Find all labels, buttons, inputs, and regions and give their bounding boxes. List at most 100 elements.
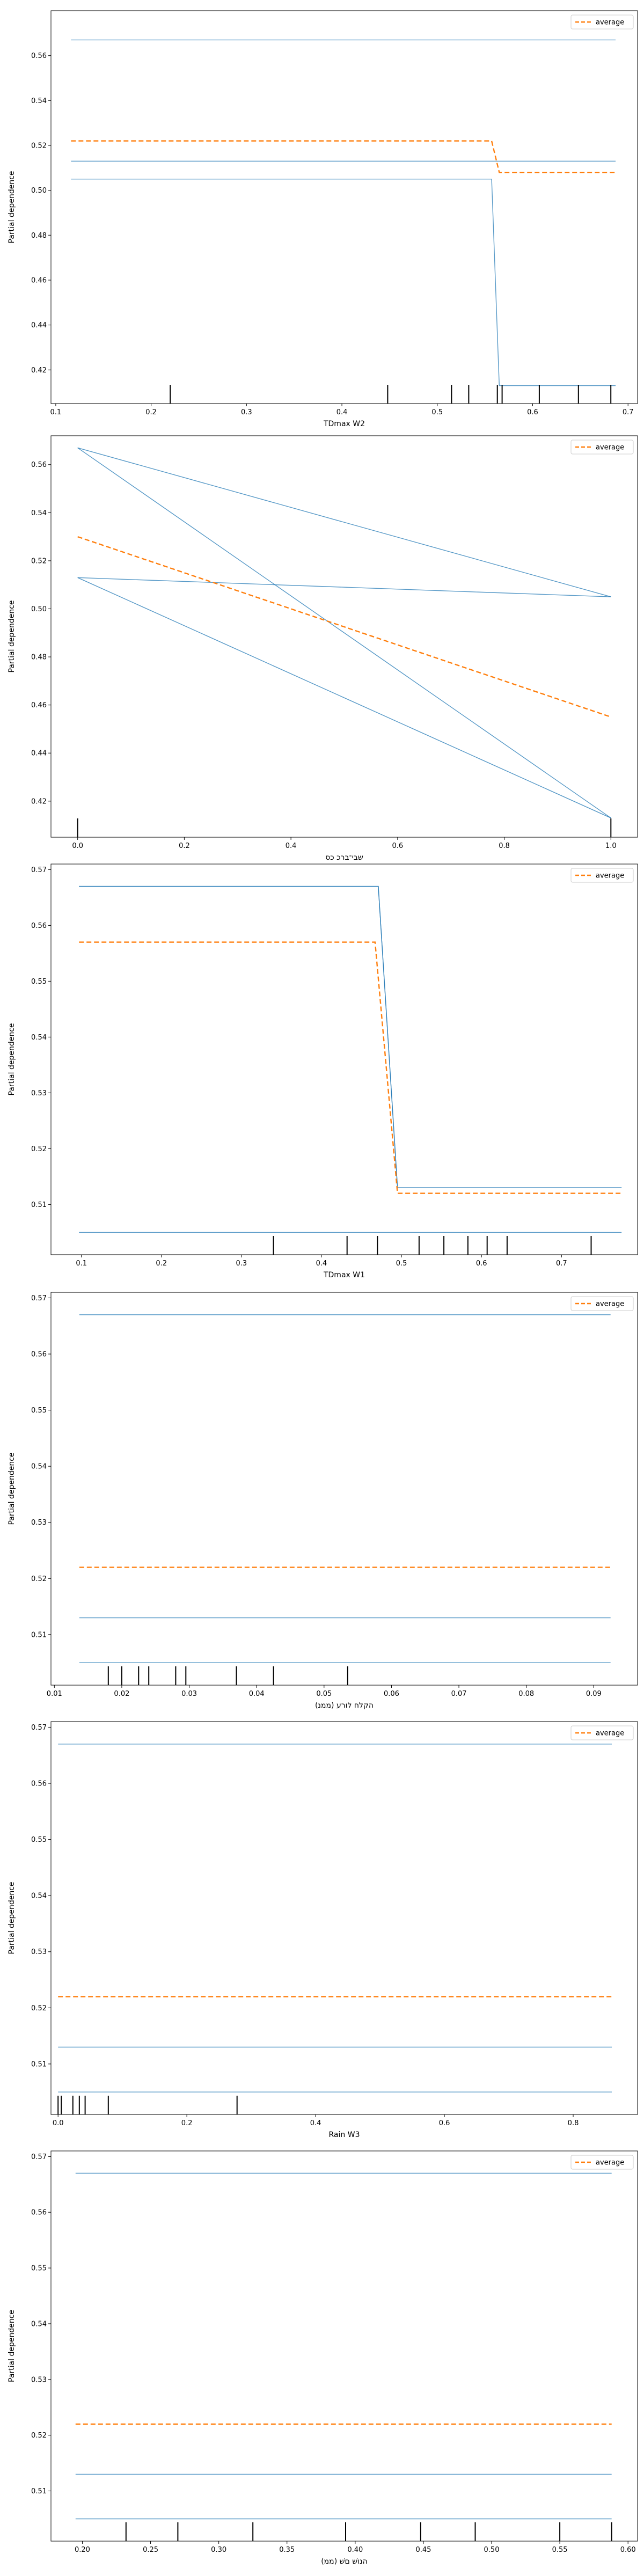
axes-frame [50, 10, 638, 404]
x-tick-label: 0.02 [114, 1690, 129, 1698]
x-tick-label: 0.4 [310, 2119, 321, 2127]
y-tick-label: 0.46 [31, 276, 47, 284]
x-tick-label: 0.2 [145, 408, 157, 416]
y-tick-label: 0.52 [31, 1145, 47, 1153]
x-tick-label: 0.09 [586, 1690, 602, 1698]
x-tick-label: 0.4 [336, 408, 348, 416]
y-axis-label: Partial dependence [8, 1452, 16, 1525]
y-tick-label: 0.52 [31, 557, 47, 565]
legend-label: average [596, 872, 624, 880]
y-axis-label: Partial dependence [8, 1023, 16, 1095]
legend: average [570, 1296, 634, 1311]
x-axis-label: TDmax W1 [323, 1271, 365, 1279]
y-tick-label: 0.55 [31, 2265, 47, 2273]
y-tick-label: 0.56 [31, 52, 47, 60]
y-tick-label: 0.52 [31, 142, 47, 150]
x-tick-label: 0.8 [499, 842, 510, 850]
x-tick-label: 0.30 [211, 2546, 226, 2554]
chart-panel-4: 0.01 0.02 0.03 0.04 0.05 0.06 0.07 0.08 0.09 0.51… [8, 1292, 638, 1710]
x-tick-label: 0.20 [75, 2546, 90, 2554]
average-line [71, 140, 616, 173]
y-tick-label: 0.53 [31, 2376, 47, 2384]
x-axis-label: Rain W3 [329, 2131, 360, 2139]
y-tick-label: 0.56 [31, 922, 47, 930]
x-tick-label: 0.60 [620, 2546, 636, 2554]
plot-area [57, 1744, 612, 2114]
x-tick-label: 0.01 [47, 1690, 62, 1698]
x-tick-label: 0.25 [143, 2546, 158, 2554]
x-tick-label: 0.03 [181, 1690, 197, 1698]
x-tick-label: 0.7 [623, 408, 634, 416]
chart-panel-3: 0.1 0.2 0.3 0.4 0.5 0.6 0.7 0.51 0.52 0.53 0.54 0.5… [8, 863, 638, 1279]
legend-box [570, 14, 634, 30]
x-tick-label: 0.0 [72, 842, 83, 850]
x-tick-label: 0.1 [76, 1260, 87, 1268]
x-tick-label: 0.2 [179, 842, 190, 850]
y-tick-label: 0.53 [31, 1948, 47, 1956]
legend-label: average [596, 444, 624, 452]
legend: average [570, 14, 634, 30]
x-tick-label: 0.7 [556, 1260, 567, 1268]
axes-frame [50, 1292, 638, 1686]
x-tick-label: 0.0 [53, 2119, 64, 2127]
ice-line-1 [79, 885, 622, 1188]
y-tick-label: 0.46 [31, 701, 47, 709]
legend: average [570, 868, 634, 883]
chart-panel-2: 0.0 0.2 0.4 0.6 0.8 1.0 0.42 0.44 0.46 0.48 0.50 0.… [8, 435, 638, 862]
ice-line-2 [77, 447, 611, 818]
y-tick-label: 0.56 [31, 1351, 47, 1359]
ice-line-3 [77, 577, 611, 597]
y-tick-label: 0.44 [31, 321, 47, 330]
chart-panel-5: 0.0 0.2 0.4 0.6 0.8 0.51 0.52 0.53 0.54 0.55 0.56 0… [8, 1721, 638, 2139]
y-tick-label: 0.52 [31, 2432, 47, 2440]
y-tick-label: 0.54 [31, 2320, 47, 2328]
y-tick-label: 0.56 [31, 1780, 47, 1788]
axes-frame [50, 435, 638, 838]
x-tick-label: 0.5 [396, 1260, 407, 1268]
x-tick-label: 0.6 [439, 2119, 450, 2127]
y-tick-label: 0.51 [31, 1631, 47, 1639]
x-tick-label: 0.3 [241, 408, 252, 416]
y-tick-label: 0.54 [31, 1892, 47, 1900]
legend: average [570, 2155, 634, 2170]
axes-frame [50, 863, 638, 1255]
x-axis-label: (ממנ) הקלח לורע [315, 1701, 374, 1710]
y-tick-label: 0.42 [31, 797, 47, 806]
legend-box [570, 440, 634, 455]
x-axis-label: שבי־ברכ כס [325, 853, 363, 862]
y-tick-label: 0.54 [31, 509, 47, 517]
x-tick-label: 0.40 [347, 2546, 363, 2554]
y-tick-label: 0.57 [31, 1294, 47, 1302]
x-tick-label: 0.2 [156, 1260, 167, 1268]
y-tick-label: 0.53 [31, 1519, 47, 1527]
x-axis-label: TDmax W2 [323, 420, 365, 428]
y-tick-label: 0.50 [31, 605, 47, 613]
x-tick-label: 0.35 [279, 2546, 295, 2554]
y-tick-label: 0.42 [31, 367, 47, 375]
y-tick-label: 0.55 [31, 1836, 47, 1844]
ice-line-2 [79, 885, 622, 1188]
plot-area [71, 39, 616, 404]
y-tick-label: 0.51 [31, 2487, 47, 2496]
x-tick-label: 1.0 [605, 842, 617, 850]
y-tick-label: 0.57 [31, 1724, 47, 1732]
x-tick-label: 0.04 [249, 1690, 265, 1698]
y-tick-label: 0.55 [31, 1407, 47, 1415]
y-tick-label: 0.52 [31, 1575, 47, 1583]
y-tick-label: 0.55 [31, 978, 47, 986]
y-tick-label: 0.57 [31, 2153, 47, 2161]
x-tick-label: 0.3 [236, 1260, 247, 1268]
x-tick-label: 0.55 [552, 2546, 568, 2554]
x-tick-label: 0.6 [476, 1260, 487, 1268]
y-tick-label: 0.48 [31, 654, 47, 662]
y-tick-label: 0.44 [31, 750, 47, 758]
y-tick-label: 0.57 [31, 866, 47, 874]
axes-frame [50, 2150, 638, 2542]
y-tick-label: 0.54 [31, 1034, 47, 1042]
chart-panel-6: 0.20 0.25 0.30 0.35 0.40 0.45 0.50 0.55 0.60 0.51… [8, 2150, 638, 2566]
y-axis-label: Partial dependence [8, 600, 16, 672]
x-tick-label: 0.4 [316, 1260, 327, 1268]
ice-line-4 [77, 577, 611, 818]
plot-area [77, 447, 612, 837]
legend-box [570, 1296, 634, 1311]
